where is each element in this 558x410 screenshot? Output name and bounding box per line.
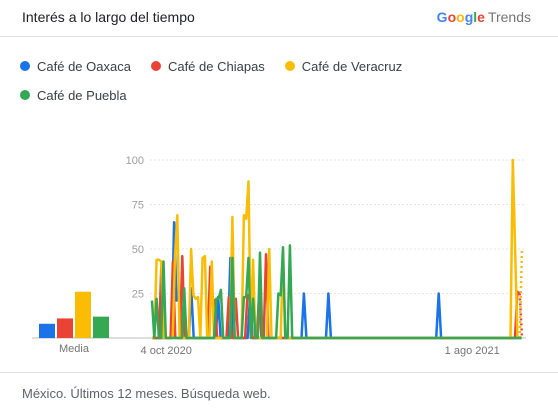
chart-title: Interés a lo largo del tiempo bbox=[22, 9, 195, 25]
legend-label: Café de Veracruz bbox=[301, 58, 403, 74]
line-chart: 25 50 75 100 4 oct 2020 1 ago 2021 Media bbox=[32, 155, 526, 357]
average-bars bbox=[39, 291, 109, 338]
chart-legend: Café de Oaxaca Café de Chiapas Café de Ver… bbox=[20, 58, 520, 116]
y-tick-label: 100 bbox=[126, 155, 144, 167]
legend-label: Café de Chiapas bbox=[167, 58, 265, 74]
series-line bbox=[150, 244, 520, 340]
footer-divider bbox=[0, 372, 558, 373]
google-letter: o bbox=[456, 9, 465, 25]
average-label: Media bbox=[59, 343, 90, 355]
legend-item[interactable]: Café de Chiapas bbox=[150, 58, 265, 74]
y-tick-label: 50 bbox=[132, 244, 144, 256]
average-bar bbox=[75, 291, 91, 338]
legend-dot-icon bbox=[150, 61, 161, 71]
google-letter: l bbox=[473, 9, 478, 25]
legend-label: Café de Puebla bbox=[37, 87, 127, 103]
y-tick-label: 25 bbox=[132, 289, 144, 301]
legend-dot-icon bbox=[20, 61, 30, 71]
google-letter: G bbox=[436, 9, 448, 25]
legend-label: Café de Oaxaca bbox=[37, 58, 131, 74]
legend-item[interactable]: Café de Veracruz bbox=[284, 58, 403, 74]
average-bar bbox=[39, 323, 55, 338]
chart-header: Interés a lo largo del tiempo Google Tren… bbox=[0, 0, 558, 37]
series-lines bbox=[150, 158, 524, 340]
footer-note: México. Últimos 12 meses. Búsqueda web. bbox=[22, 386, 271, 401]
y-tick-label: 75 bbox=[132, 200, 144, 212]
legend-dot-icon bbox=[284, 61, 295, 71]
average-bar bbox=[93, 316, 109, 338]
trends-wordmark: Trends bbox=[487, 9, 531, 25]
grid-lines bbox=[32, 159, 526, 339]
legend-item[interactable]: Café de Oaxaca bbox=[20, 58, 131, 74]
average-bar bbox=[57, 318, 73, 338]
x-tick-label: 1 ago 2021 bbox=[445, 345, 500, 357]
x-tick-label: 4 oct 2020 bbox=[141, 345, 192, 357]
google-letter: o bbox=[447, 9, 457, 25]
google-letter: g bbox=[464, 9, 474, 25]
google-wordmark: Google bbox=[437, 9, 485, 25]
google-trends-logo: Google Trends bbox=[437, 9, 531, 25]
axis-labels: 25 50 75 100 4 oct 2020 1 ago 2021 Media bbox=[59, 155, 500, 357]
legend-dot-icon bbox=[20, 90, 30, 100]
legend-item[interactable]: Café de Puebla bbox=[20, 87, 127, 103]
google-letter: e bbox=[477, 9, 485, 25]
